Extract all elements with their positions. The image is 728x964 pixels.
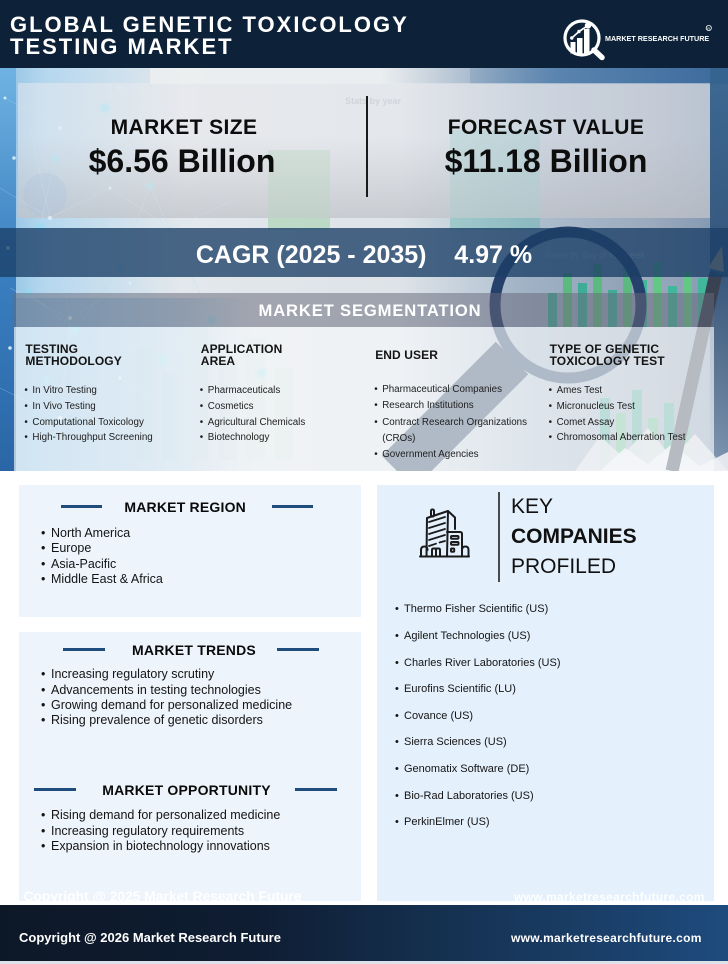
svg-text:R: R bbox=[707, 26, 710, 31]
svg-text:MARKET RESEARCH FUTURE: MARKET RESEARCH FUTURE bbox=[605, 34, 709, 43]
